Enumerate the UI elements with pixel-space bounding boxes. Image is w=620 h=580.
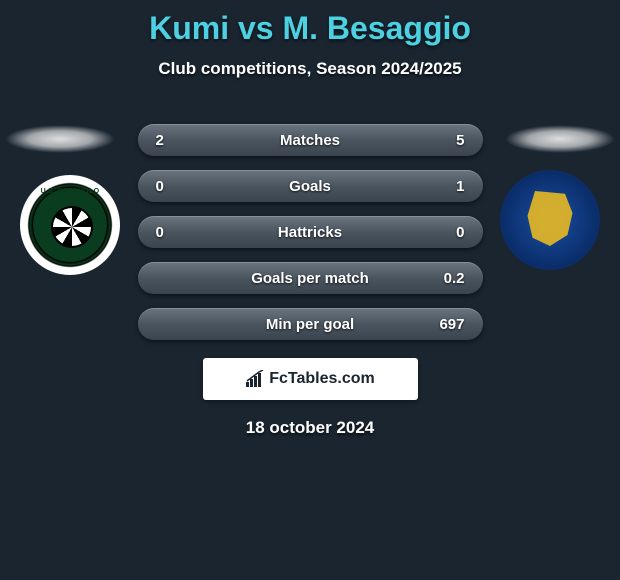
- stat-row-goals-per-match: Goals per match 0.2: [138, 262, 483, 294]
- date-text: 18 october 2024: [0, 418, 620, 438]
- team-crest-left: [20, 175, 120, 275]
- brand-text: FcTables.com: [269, 370, 375, 388]
- stat-row-matches: 2 Matches 5: [138, 124, 483, 156]
- stat-row-min-per-goal: Min per goal 697: [138, 308, 483, 340]
- stat-row-hattricks: 0 Hattricks 0: [138, 216, 483, 248]
- subtitle: Club competitions, Season 2024/2025: [0, 59, 620, 79]
- stat-right-value: 0: [434, 224, 464, 241]
- stat-label: Goals: [289, 178, 331, 195]
- stat-right-value: 1: [435, 178, 465, 195]
- stat-left-value: 2: [156, 132, 186, 149]
- stat-right-value: 0.2: [434, 270, 464, 287]
- stat-left-value: 0: [156, 178, 186, 195]
- stat-right-value: 5: [435, 132, 465, 149]
- stat-right-value: 697: [435, 316, 465, 333]
- player-shadow-left: [5, 125, 115, 153]
- team-crest-right: [500, 170, 600, 270]
- stat-label: Hattricks: [278, 224, 342, 241]
- stat-label: Min per goal: [266, 316, 354, 333]
- stat-label: Matches: [280, 132, 340, 149]
- chart-icon: [245, 370, 265, 388]
- page-title: Kumi vs M. Besaggio: [0, 0, 620, 47]
- stat-row-goals: 0 Goals 1: [138, 170, 483, 202]
- player-shadow-right: [505, 125, 615, 153]
- stat-label: Goals per match: [251, 270, 369, 287]
- stat-left-value: 0: [156, 224, 186, 241]
- brand-badge: FcTables.com: [203, 358, 418, 400]
- stats-table: 2 Matches 5 0 Goals 1 0 Hattricks 0 Goal…: [138, 124, 483, 340]
